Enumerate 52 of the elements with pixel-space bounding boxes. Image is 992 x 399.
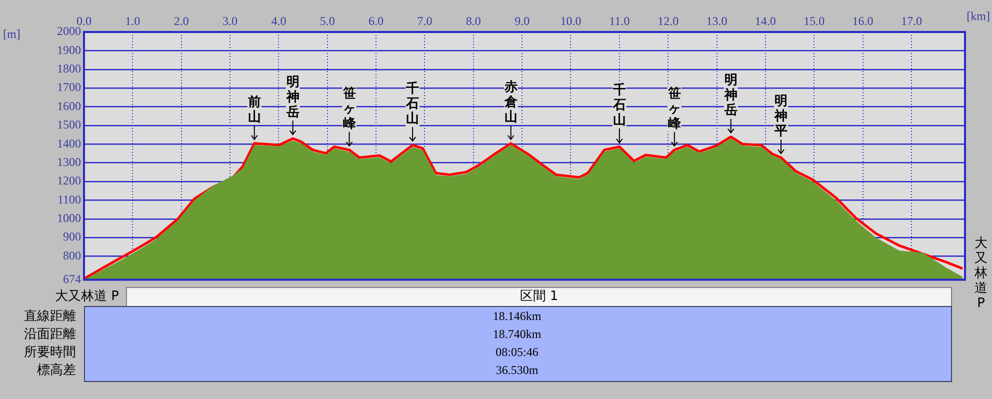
annotation: 明神岳 [723, 73, 738, 118]
x-tick-label: 4.0 [271, 14, 286, 28]
x-tick-label: 5.0 [320, 14, 335, 28]
annotation: 笹ヶ峰 [342, 86, 357, 132]
x-tick-label: 10.0 [560, 14, 582, 28]
text: 大又林道 P [55, 288, 119, 305]
y-tick-label: 1100 [57, 192, 81, 206]
x-tick-label: 11.0 [609, 14, 630, 28]
text: 区間 1 [126, 287, 952, 307]
x-tick-label: 13.0 [706, 14, 728, 28]
y-tick-label: 1600 [57, 98, 81, 113]
x-tick-label: 6.0 [368, 14, 384, 28]
x-tick-label: 14.0 [754, 14, 776, 28]
y-tick-label: 674 [63, 272, 81, 286]
annotation: 明神岳 [285, 74, 300, 120]
text: 36.530m [494, 363, 540, 378]
text: 08:05:46 [494, 345, 540, 360]
x-tick-label: 1.0 [125, 14, 140, 28]
y-tick-label: 1700 [57, 80, 81, 94]
annotation: 前山 [246, 94, 261, 125]
text: 18.146km [492, 309, 542, 324]
x-tick-label: 8.0 [466, 14, 481, 28]
y-tick-label: 1000 [57, 211, 81, 226]
y-tick-label: 900 [63, 230, 81, 244]
x-tick-label: 12.0 [658, 14, 679, 28]
y-tick-label: 1200 [57, 174, 81, 188]
x-axis-title: [km] [966, 9, 990, 24]
text: 大又林道P [974, 236, 988, 311]
annotation: 千石山 [405, 80, 420, 126]
text: 直線距離 [24, 308, 76, 325]
x-tick-label: 7.0 [417, 14, 432, 28]
y-tick-label: 1400 [57, 136, 81, 150]
y-axis-title: [m] [3, 27, 20, 42]
text: 18.740km [492, 327, 542, 342]
y-tick-label: 1300 [57, 154, 81, 169]
y-tick-label: 1500 [57, 118, 81, 132]
text: 標高差 [37, 362, 76, 379]
x-tick-label: 16.0 [852, 14, 874, 28]
x-tick-label: 9.0 [514, 14, 530, 28]
annotation: 笹ヶ峰 [666, 86, 682, 132]
y-tick-label: 800 [63, 248, 81, 262]
annotation: 赤倉山 [503, 80, 518, 125]
x-tick-label: 3.0 [222, 14, 238, 28]
x-tick-label: 17.0 [900, 14, 922, 28]
y-tick-label: 1800 [57, 62, 81, 76]
y-tick-label: 1900 [57, 42, 81, 57]
x-tick-label: 15.0 [804, 14, 825, 28]
annotation: 千石山 [612, 82, 626, 128]
text: 所要時間 [24, 344, 76, 361]
text: 沿面距離 [24, 326, 76, 343]
x-tick-label: 2.0 [174, 14, 189, 28]
annotation: 明神平 [774, 94, 788, 139]
